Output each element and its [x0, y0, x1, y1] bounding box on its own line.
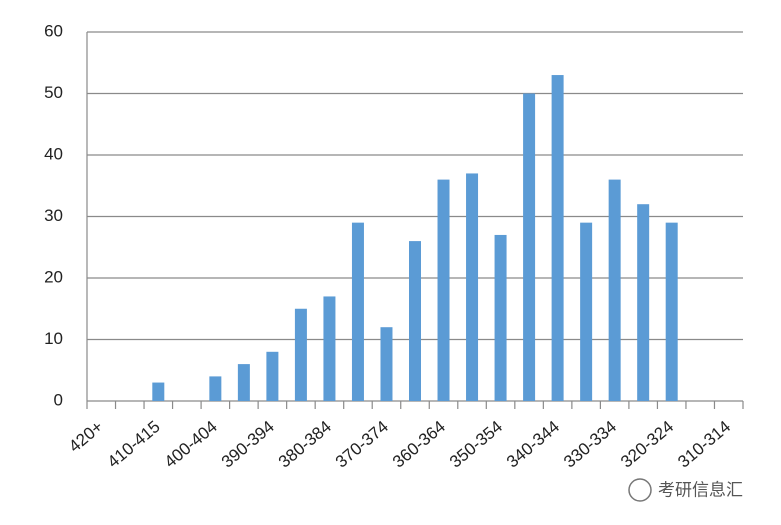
bar: [409, 241, 421, 401]
bar: [437, 179, 450, 401]
x-tick-label: 360-364: [389, 417, 449, 472]
bar: [466, 173, 479, 401]
bar: [665, 222, 678, 401]
bar: [294, 308, 307, 401]
x-tick-label: 320-324: [617, 417, 677, 472]
x-tick-label: 390-394: [218, 417, 278, 472]
y-tick-label: 60: [44, 21, 63, 40]
bar: [237, 364, 250, 401]
bar: [523, 93, 536, 401]
bar: [351, 222, 364, 401]
watermark: 考研信息汇: [628, 478, 743, 502]
x-tick-label: 350-354: [446, 417, 506, 472]
x-tick-label: 410-415: [104, 417, 164, 472]
x-tick-label: 420+: [65, 417, 107, 456]
bar: [494, 234, 507, 401]
x-tick-label: 400-404: [161, 417, 221, 472]
bar: [551, 75, 564, 402]
x-tick-label: 380-384: [275, 417, 335, 472]
bar: [209, 376, 222, 401]
x-tick-label: 340-344: [503, 417, 563, 472]
bar: [323, 296, 336, 401]
x-tick-label: 330-334: [560, 417, 620, 472]
bar: [152, 382, 165, 401]
y-tick-label: 40: [44, 144, 63, 163]
y-tick-label: 20: [44, 267, 63, 286]
x-tick-label: 370-374: [332, 417, 392, 472]
bar: [608, 179, 621, 401]
y-tick-label: 10: [44, 329, 63, 348]
y-tick-label: 30: [44, 206, 63, 225]
watermark-icon: [628, 478, 652, 502]
bar: [380, 327, 393, 401]
x-tick-label: 310-314: [674, 417, 734, 472]
bar: [637, 204, 650, 401]
y-tick-label: 0: [54, 390, 63, 409]
watermark-text: 考研信息汇: [658, 480, 743, 499]
y-tick-label: 50: [44, 83, 63, 102]
bar: [266, 351, 279, 401]
bar: [580, 222, 593, 401]
